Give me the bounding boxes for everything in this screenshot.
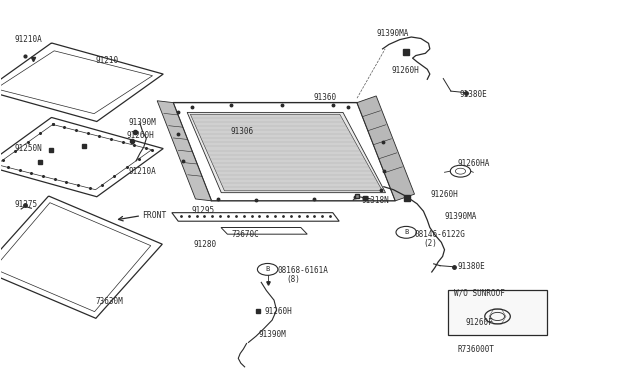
Polygon shape [157, 101, 211, 201]
Text: 91306: 91306 [230, 126, 253, 136]
Text: W/O SUNROOF: W/O SUNROOF [454, 289, 505, 298]
Text: 91360: 91360 [314, 93, 337, 102]
Text: 91295: 91295 [191, 206, 214, 215]
Text: 91260F: 91260F [466, 318, 493, 327]
Text: 91280: 91280 [193, 240, 217, 249]
Text: 91210A: 91210A [15, 35, 42, 44]
Text: 91318N: 91318N [362, 196, 389, 205]
Text: 91250N: 91250N [15, 144, 42, 153]
Text: 08168-6161A: 08168-6161A [277, 266, 328, 275]
Text: 91260H: 91260H [264, 307, 292, 316]
Text: R736000T: R736000T [458, 345, 494, 354]
Bar [448, 290, 547, 335]
Text: 91260H: 91260H [431, 190, 458, 199]
Polygon shape [190, 114, 382, 191]
Text: 08146-6122G: 08146-6122G [415, 230, 465, 240]
Text: (2): (2) [424, 239, 437, 248]
Text: 91380E: 91380E [460, 90, 487, 99]
Text: FRONT: FRONT [143, 211, 167, 220]
Text: 91260H: 91260H [392, 66, 419, 75]
Text: 91210A: 91210A [129, 167, 156, 176]
Text: 91390MA: 91390MA [376, 29, 408, 38]
Polygon shape [357, 96, 415, 201]
Text: 91380E: 91380E [458, 262, 485, 271]
Text: 73630M: 73630M [95, 297, 123, 306]
Text: 73670C: 73670C [232, 230, 260, 239]
Text: B: B [404, 229, 408, 235]
Text: (8): (8) [286, 275, 300, 284]
Text: 91210: 91210 [95, 56, 118, 65]
Polygon shape [187, 112, 385, 193]
Text: 91260H: 91260H [127, 131, 154, 141]
Text: 91260HA: 91260HA [458, 158, 490, 167]
Text: 91275: 91275 [15, 200, 38, 209]
Text: 91390MA: 91390MA [445, 212, 477, 221]
Text: 91390M: 91390M [129, 118, 156, 127]
Text: 91390M: 91390M [259, 330, 287, 340]
Text: B: B [266, 266, 269, 272]
